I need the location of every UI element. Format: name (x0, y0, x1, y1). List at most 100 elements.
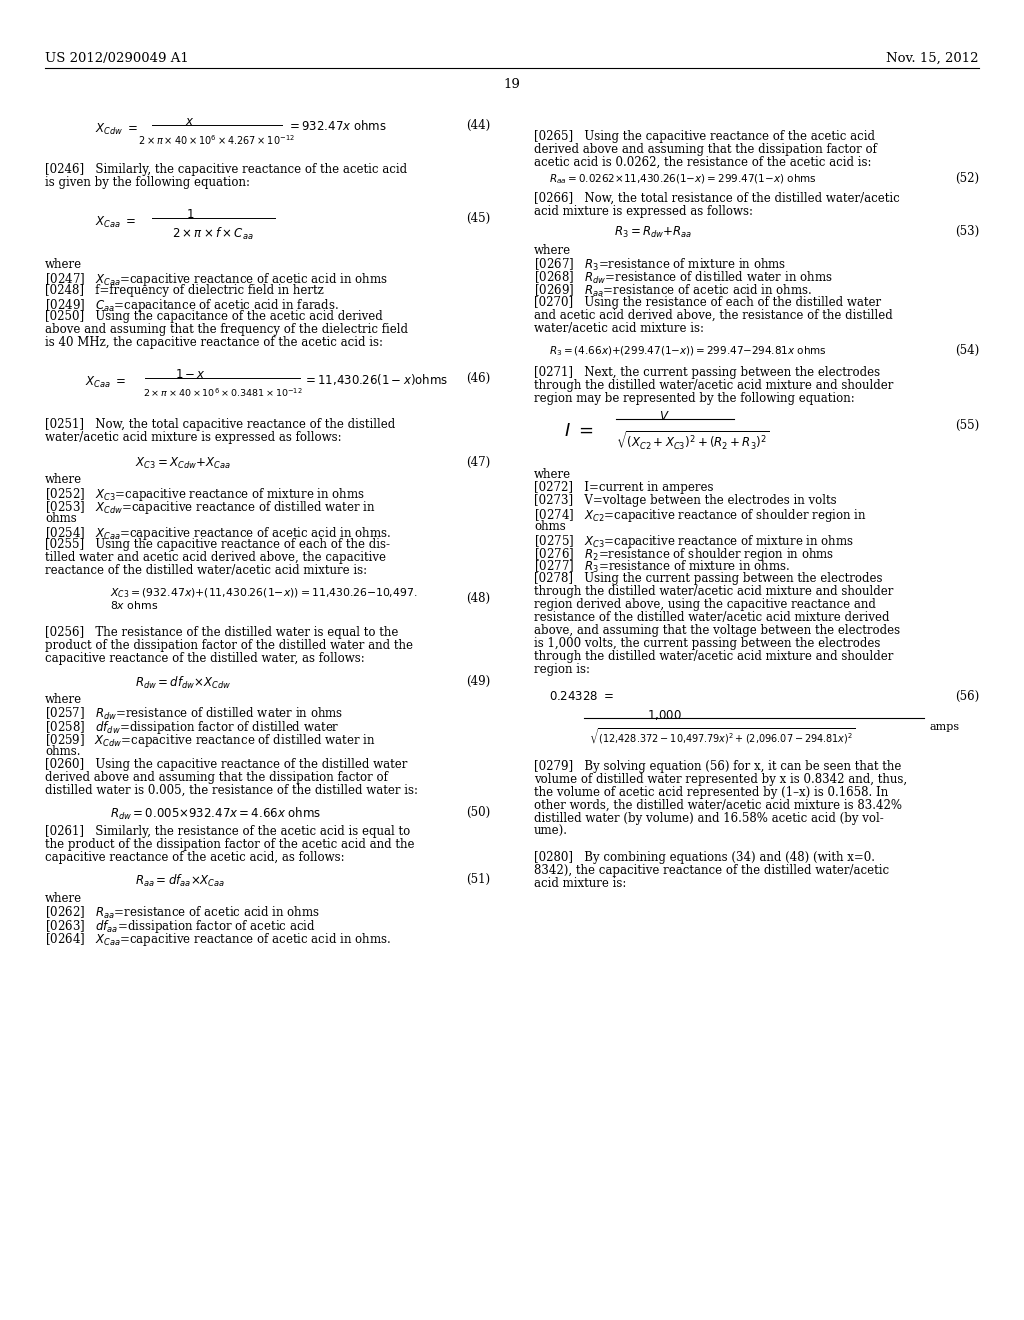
Text: $V$: $V$ (658, 411, 670, 422)
Text: $X_{Caa}\ =$: $X_{Caa}\ =$ (85, 375, 126, 391)
Text: [0261]   Similarly, the resistance of the acetic acid is equal to: [0261] Similarly, the resistance of the … (45, 825, 411, 838)
Text: $X_{Caa}\ =$: $X_{Caa}\ =$ (95, 215, 136, 230)
Text: [0269]   $R_{aa}$=resistance of acetic acid in ohms.: [0269] $R_{aa}$=resistance of acetic aci… (534, 282, 812, 300)
Text: (49): (49) (466, 675, 490, 688)
Text: [0274]   $X_{C2}$=capacitive reactance of shoulder region in: [0274] $X_{C2}$=capacitive reactance of … (534, 507, 866, 524)
Text: [0260]   Using the capacitive reactance of the distilled water: [0260] Using the capacitive reactance of… (45, 758, 408, 771)
Text: acetic acid is 0.0262, the resistance of the acetic acid is:: acetic acid is 0.0262, the resistance of… (534, 156, 871, 169)
Text: $R_{dw}{=}df_{dw}{\times}X_{Cdw}$: $R_{dw}{=}df_{dw}{\times}X_{Cdw}$ (135, 675, 231, 692)
Text: $X_{C3}{=}(932.47x){+}(11{,}430.26(1{-}x)){=}11{,}430.26{-}10{,}497.$: $X_{C3}{=}(932.47x){+}(11{,}430.26(1{-}x… (110, 586, 418, 599)
Text: $2\times\pi\times40\times10^{6}\times0.3481\times10^{-12}$: $2\times\pi\times40\times10^{6}\times0.3… (143, 385, 303, 399)
Text: $R_{aa}{=}df_{aa}{\times}X_{Caa}$: $R_{aa}{=}df_{aa}{\times}X_{Caa}$ (135, 873, 225, 890)
Text: the volume of acetic acid represented by (1–x) is 0.1658. In: the volume of acetic acid represented by… (534, 785, 888, 799)
Text: (45): (45) (466, 213, 490, 224)
Text: (52): (52) (954, 172, 979, 185)
Text: (51): (51) (466, 873, 490, 886)
Text: [0256]   The resistance of the distilled water is equal to the: [0256] The resistance of the distilled w… (45, 626, 398, 639)
Text: [0273]   V=voltage between the electrodes in volts: [0273] V=voltage between the electrodes … (534, 494, 837, 507)
Text: $I\ =$: $I\ =$ (564, 422, 594, 440)
Text: $x$: $x$ (185, 115, 195, 128)
Text: [0277]   $R_3$=resistance of mixture in ohms.: [0277] $R_3$=resistance of mixture in oh… (534, 558, 790, 576)
Text: derived above and assuming that the dissipation factor of: derived above and assuming that the diss… (45, 771, 388, 784)
Text: ohms.: ohms. (45, 744, 81, 758)
Text: capacitive reactance of the distilled water, as follows:: capacitive reactance of the distilled wa… (45, 652, 365, 665)
Text: [0253]   $X_{Cdw}$=capacitive reactance of distilled water in: [0253] $X_{Cdw}$=capacitive reactance of… (45, 499, 376, 516)
Text: $1{,}000$: $1{,}000$ (646, 708, 681, 722)
Text: $X_{Cdw}\ =$: $X_{Cdw}\ =$ (95, 121, 138, 137)
Text: [0267]   $R_3$=resistance of mixture in ohms: [0267] $R_3$=resistance of mixture in oh… (534, 257, 786, 273)
Text: water/acetic acid mixture is:: water/acetic acid mixture is: (534, 322, 705, 335)
Text: $R_3{=}(4.66x){+}(299.47(1{-}x)){=}299.47{-}294.81x\ \mathrm{ohms}$: $R_3{=}(4.66x){+}(299.47(1{-}x)){=}299.4… (549, 345, 826, 358)
Text: other words, the distilled water/acetic acid mixture is 83.42%: other words, the distilled water/acetic … (534, 799, 902, 812)
Text: derived above and assuming that the dissipation factor of: derived above and assuming that the diss… (534, 143, 877, 156)
Text: $1-x$: $1-x$ (174, 368, 206, 381)
Text: $2\times\pi\times f\times C_{aa}$: $2\times\pi\times f\times C_{aa}$ (172, 226, 254, 242)
Text: region may be represented by the following equation:: region may be represented by the followi… (534, 392, 855, 405)
Text: distilled water is 0.005, the resistance of the distilled water is:: distilled water is 0.005, the resistance… (45, 784, 418, 797)
Text: [0251]   Now, the total capacitive reactance of the distilled: [0251] Now, the total capacitive reactan… (45, 418, 395, 432)
Text: 8342), the capacitive reactance of the distilled water/acetic: 8342), the capacitive reactance of the d… (534, 865, 889, 876)
Text: (46): (46) (466, 372, 490, 385)
Text: $= 11{,}430.26(1-x)\mathrm{ohms}$: $= 11{,}430.26(1-x)\mathrm{ohms}$ (303, 372, 449, 387)
Text: [0275]   $X_{C3}$=capacitive reactance of mixture in ohms: [0275] $X_{C3}$=capacitive reactance of … (534, 533, 854, 550)
Text: [0254]   $X_{Caa}$=capacitive reactance of acetic acid in ohms.: [0254] $X_{Caa}$=capacitive reactance of… (45, 525, 391, 543)
Text: $0.24328\ =$: $0.24328\ =$ (549, 690, 613, 704)
Text: [0252]   $X_{C3}$=capacitive reactance of mixture in ohms: [0252] $X_{C3}$=capacitive reactance of … (45, 486, 365, 503)
Text: through the distilled water/acetic acid mixture and shoulder: through the distilled water/acetic acid … (534, 379, 893, 392)
Text: (48): (48) (466, 591, 490, 605)
Text: (55): (55) (954, 418, 979, 432)
Text: $R_3{=}R_{dw}{+}R_{aa}$: $R_3{=}R_{dw}{+}R_{aa}$ (614, 224, 692, 240)
Text: region is:: region is: (534, 663, 590, 676)
Text: region derived above, using the capacitive reactance and: region derived above, using the capaciti… (534, 598, 876, 611)
Text: is given by the following equation:: is given by the following equation: (45, 176, 250, 189)
Text: $1$: $1$ (185, 209, 195, 220)
Text: water/acetic acid mixture is expressed as follows:: water/acetic acid mixture is expressed a… (45, 432, 342, 444)
Text: [0247]   $X_{Caa}$=capacitive reactance of acetic acid in ohms: [0247] $X_{Caa}$=capacitive reactance of… (45, 271, 388, 288)
Text: (44): (44) (466, 119, 490, 132)
Text: $\sqrt{(12{,}428.372-10{,}497.79x)^2+(2{,}096.07-294.81x)^2}$: $\sqrt{(12{,}428.372-10{,}497.79x)^2+(2{… (589, 727, 855, 746)
Text: $R_{dw}{=}0.005{\times}932.47x{=}4.66x\ \mathrm{ohms}$: $R_{dw}{=}0.005{\times}932.47x{=}4.66x\ … (110, 807, 322, 822)
Text: $X_{C3}{=}X_{Cdw}{+}X_{Caa}$: $X_{C3}{=}X_{Cdw}{+}X_{Caa}$ (135, 455, 230, 471)
Text: [0250]   Using the capacitance of the acetic acid derived: [0250] Using the capacitance of the acet… (45, 310, 383, 323)
Text: [0249]   $C_{aa}$=capacitance of acetic acid in farads.: [0249] $C_{aa}$=capacitance of acetic ac… (45, 297, 339, 314)
Text: through the distilled water/acetic acid mixture and shoulder: through the distilled water/acetic acid … (534, 585, 893, 598)
Text: [0266]   Now, the total resistance of the distilled water/acetic: [0266] Now, the total resistance of the … (534, 191, 900, 205)
Text: is 40 MHz, the capacitive reactance of the acetic acid is:: is 40 MHz, the capacitive reactance of t… (45, 337, 383, 348)
Text: [0263]   $df_{aa}$=dissipation factor of acetic acid: [0263] $df_{aa}$=dissipation factor of a… (45, 917, 315, 935)
Text: the product of the dissipation factor of the acetic acid and the: the product of the dissipation factor of… (45, 838, 415, 851)
Text: [0278]   Using the current passing between the electrodes: [0278] Using the current passing between… (534, 572, 883, 585)
Text: ohms: ohms (45, 512, 77, 525)
Text: ohms: ohms (534, 520, 565, 533)
Text: [0272]   I=current in amperes: [0272] I=current in amperes (534, 480, 714, 494)
Text: acid mixture is:: acid mixture is: (534, 876, 627, 890)
Text: resistance of the distilled water/acetic acid mixture derived: resistance of the distilled water/acetic… (534, 611, 890, 624)
Text: [0248]   f=frequency of dielectric field in hertz: [0248] f=frequency of dielectric field i… (45, 284, 324, 297)
Text: acid mixture is expressed as follows:: acid mixture is expressed as follows: (534, 205, 753, 218)
Text: [0271]   Next, the current passing between the electrodes: [0271] Next, the current passing between… (534, 366, 880, 379)
Text: where: where (534, 469, 571, 480)
Text: Nov. 15, 2012: Nov. 15, 2012 (887, 51, 979, 65)
Text: above and assuming that the frequency of the dielectric field: above and assuming that the frequency of… (45, 323, 408, 337)
Text: [0280]   By combining equations (34) and (48) (with x=0.: [0280] By combining equations (34) and (… (534, 851, 874, 865)
Text: $R_{aa}{=}0.0262{\times}11{,}430.26(1{-}x){=}299.47(1{-}x)\ \mathrm{ohms}$: $R_{aa}{=}0.0262{\times}11{,}430.26(1{-}… (549, 172, 817, 186)
Text: ume).: ume). (534, 825, 568, 838)
Text: (50): (50) (466, 807, 490, 818)
Text: [0246]   Similarly, the capacitive reactance of the acetic acid: [0246] Similarly, the capacitive reactan… (45, 162, 408, 176)
Text: through the distilled water/acetic acid mixture and shoulder: through the distilled water/acetic acid … (534, 649, 893, 663)
Text: where: where (534, 244, 571, 257)
Text: [0258]   $df_{dw}$=dissipation factor of distilled water: [0258] $df_{dw}$=dissipation factor of d… (45, 719, 340, 737)
Text: product of the dissipation factor of the distilled water and the: product of the dissipation factor of the… (45, 639, 413, 652)
Text: 19: 19 (504, 78, 520, 91)
Text: [0259]   $X_{Cdw}$=capacitive reactance of distilled water in: [0259] $X_{Cdw}$=capacitive reactance of… (45, 733, 376, 748)
Text: tilled water and acetic acid derived above, the capacitive: tilled water and acetic acid derived abo… (45, 550, 386, 564)
Text: $2\times\pi\times40\times10^{6}\times4.267\times10^{-12}$: $2\times\pi\times40\times10^{6}\times4.2… (138, 133, 296, 147)
Text: [0265]   Using the capacitive reactance of the acetic acid: [0265] Using the capacitive reactance of… (534, 129, 874, 143)
Text: [0262]   $R_{aa}$=resistance of acetic acid in ohms: [0262] $R_{aa}$=resistance of acetic aci… (45, 906, 319, 921)
Text: where: where (45, 693, 82, 706)
Text: [0255]   Using the capacitive reactance of each of the dis-: [0255] Using the capacitive reactance of… (45, 539, 390, 550)
Text: and acetic acid derived above, the resistance of the distilled: and acetic acid derived above, the resis… (534, 309, 893, 322)
Text: $8x\ \mathrm{ohms}$: $8x\ \mathrm{ohms}$ (110, 599, 158, 611)
Text: where: where (45, 473, 82, 486)
Text: $\sqrt{(X_{C2}+X_{C3})^2+(R_2+R_3)^2}$: $\sqrt{(X_{C2}+X_{C3})^2+(R_2+R_3)^2}$ (616, 430, 769, 453)
Text: [0276]   $R_2$=resistance of shoulder region in ohms: [0276] $R_2$=resistance of shoulder regi… (534, 546, 835, 564)
